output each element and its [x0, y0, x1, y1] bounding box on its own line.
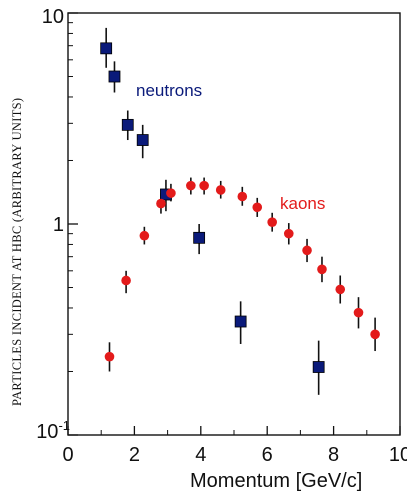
data-point-kaons	[353, 307, 364, 318]
data-point-kaons	[166, 188, 176, 198]
y-tick-label: 1	[53, 214, 64, 236]
series-label-kaons: kaons	[280, 194, 325, 213]
data-point-kaons	[156, 198, 166, 209]
data-point-neutrons	[193, 231, 206, 244]
x-axis: 0 2 4 6 8 10	[62, 426, 407, 466]
data-point-kaons	[267, 217, 277, 227]
y-axis: 10 1 10-1	[36, 6, 78, 443]
y-tick-label: 10	[42, 6, 64, 28]
data-point-kaons	[215, 185, 226, 195]
x-tick-label: 4	[195, 444, 206, 466]
data-point-neutrons	[312, 361, 325, 373]
data-point-kaons	[302, 245, 312, 256]
data-point-kaons	[121, 275, 131, 286]
data-point-kaons	[317, 264, 327, 275]
data-point-neutrons	[121, 118, 134, 131]
data-point-kaons	[237, 191, 248, 202]
data-point-kaons	[335, 284, 346, 295]
data-point-kaons	[283, 228, 294, 239]
x-tick-label: 2	[129, 444, 140, 466]
y-axis-label: PARTICLES INCIDENT AT HBC (ARBITRARY UNI…	[10, 98, 24, 406]
x-tick-label: 6	[262, 444, 273, 466]
data-markers	[100, 42, 380, 373]
data-point-kaons	[104, 351, 115, 362]
data-point-neutrons	[136, 134, 149, 146]
y-tick-label: 10-1	[36, 418, 70, 443]
data-point-neutrons	[234, 315, 247, 328]
data-point-kaons	[139, 230, 150, 241]
x-axis-label: Momentum [GeV/c]	[190, 470, 362, 492]
x-tick-label: 10	[389, 444, 407, 466]
x-tick-label: 8	[328, 444, 339, 466]
x-tick-label: 0	[62, 444, 73, 466]
data-point-kaons	[370, 329, 380, 340]
data-point-kaons	[186, 180, 196, 191]
data-point-neutrons	[100, 42, 113, 55]
data-point-kaons	[199, 180, 209, 191]
data-point-kaons	[252, 202, 263, 213]
data-point-neutrons	[108, 70, 121, 83]
series-label-neutrons: neutrons	[136, 81, 202, 100]
